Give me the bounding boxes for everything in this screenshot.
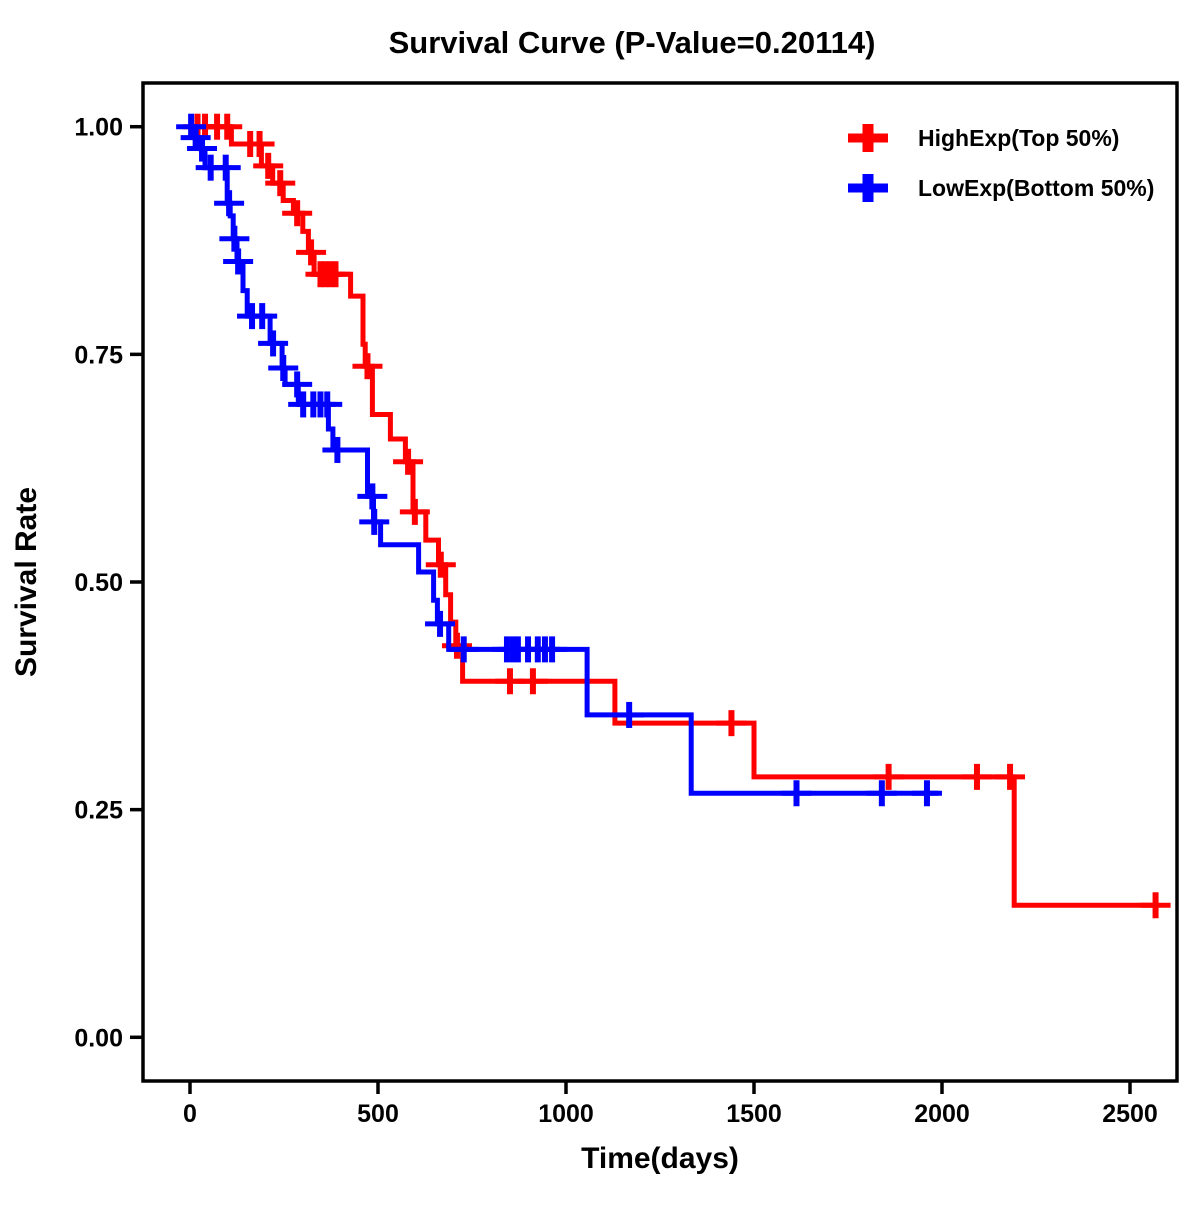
censor-mark xyxy=(352,353,383,380)
y-axis-label: Survival Rate xyxy=(10,487,43,677)
x-tick-label: 2500 xyxy=(1102,1100,1158,1128)
y-tick-label: 0.75 xyxy=(74,341,123,369)
censor-mark xyxy=(268,355,299,382)
legend-item-highexp: HighExp(Top 50%) xyxy=(848,124,1119,152)
censor-mark xyxy=(212,113,243,140)
legend-label-highexp: HighExp(Top 50%) xyxy=(918,125,1119,151)
censor-mark xyxy=(995,763,1026,790)
censor-mark xyxy=(357,483,388,510)
plot-border xyxy=(141,81,1179,1083)
censor-mark xyxy=(282,371,313,398)
censor-mark xyxy=(244,131,275,158)
chart-title: Survival Curve (P-Value=0.20114) xyxy=(389,25,876,60)
y-tick-label: 0.00 xyxy=(74,1024,123,1052)
censor-mark xyxy=(425,610,456,637)
legend: HighExp(Top 50%) LowExp(Bottom 50%) xyxy=(848,124,1154,202)
y-tick-label: 0.50 xyxy=(74,569,123,597)
plus-marker-icon xyxy=(848,124,888,152)
censor-mark xyxy=(282,200,313,227)
censor-mark xyxy=(537,636,568,663)
x-tick-label: 500 xyxy=(357,1100,399,1128)
censor-mark xyxy=(517,668,548,695)
censor-mark xyxy=(320,261,351,288)
censor-mark xyxy=(393,448,424,475)
censor-mark xyxy=(296,239,327,266)
x-tick-label: 0 xyxy=(183,1100,197,1128)
censor-mark xyxy=(210,154,241,181)
censor-mark xyxy=(214,190,245,217)
censor-mark xyxy=(253,152,284,179)
censor-mark xyxy=(911,780,942,807)
censor-mark xyxy=(425,551,456,578)
x-tick-label: 2000 xyxy=(914,1100,970,1128)
censor-mark xyxy=(258,330,289,357)
censor-mark xyxy=(187,135,218,162)
censor-mark xyxy=(873,763,904,790)
censor-mark xyxy=(1140,892,1171,919)
legend-label-lowexp: LowExp(Bottom 50%) xyxy=(918,175,1154,201)
censor-mark xyxy=(247,303,278,330)
censor-mark xyxy=(312,391,343,418)
y-axis: 0.00 0.25 0.50 0.75 1.00 xyxy=(74,114,143,1052)
plus-marker-icon xyxy=(848,174,888,202)
censor-mark xyxy=(866,780,897,807)
x-tick-label: 1500 xyxy=(726,1100,782,1128)
x-tick-label: 1000 xyxy=(538,1100,594,1128)
y-tick-label: 0.25 xyxy=(74,797,123,825)
censor-marks-highexp xyxy=(182,113,1171,919)
censor-mark xyxy=(223,248,254,275)
censor-mark xyxy=(219,225,250,252)
x-axis-label: Time(days) xyxy=(581,1142,739,1175)
censor-mark xyxy=(359,508,390,535)
series-layer xyxy=(176,113,1171,919)
censor-mark xyxy=(322,436,353,463)
censor-marks-lowexp xyxy=(176,113,942,807)
censor-mark xyxy=(961,763,992,790)
y-tick-label: 1.00 xyxy=(74,114,123,142)
censor-mark xyxy=(448,636,479,663)
censor-mark xyxy=(614,701,645,728)
legend-item-lowexp: LowExp(Bottom 50%) xyxy=(848,174,1154,202)
censor-mark xyxy=(781,780,812,807)
censor-mark xyxy=(399,498,430,525)
x-axis: 0 500 1000 1500 2000 2500 xyxy=(183,1081,1158,1128)
censor-mark xyxy=(716,710,747,737)
censor-mark xyxy=(265,170,296,197)
